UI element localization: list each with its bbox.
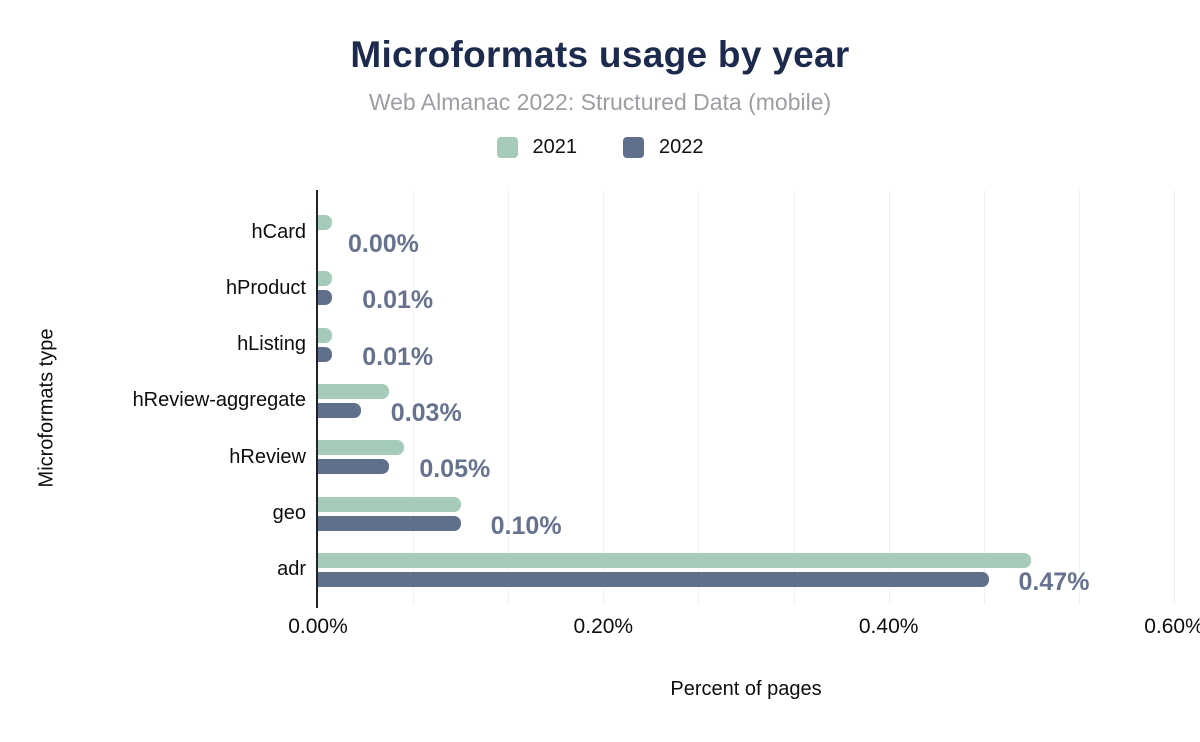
bar-2021 bbox=[318, 496, 461, 512]
bar-2022 bbox=[318, 515, 461, 531]
category-label: hReview bbox=[229, 445, 306, 468]
chart-row-hProduct: 0.01% bbox=[318, 260, 1174, 316]
bar-group bbox=[318, 496, 1174, 531]
gridline bbox=[983, 190, 985, 604]
bar-2022 bbox=[318, 346, 333, 362]
bar-2021 bbox=[318, 440, 404, 456]
legend-item-2022: 2022 bbox=[623, 136, 704, 159]
chart-row-hReview: 0.05% bbox=[318, 429, 1174, 485]
data-label: 0.01% bbox=[362, 286, 434, 315]
bar-group bbox=[318, 271, 1174, 306]
bar-group bbox=[318, 215, 1174, 249]
chart-row-geo: 0.10% bbox=[318, 485, 1174, 541]
data-label: 0.00% bbox=[348, 229, 419, 258]
gridline bbox=[888, 190, 890, 604]
bar-group bbox=[318, 552, 1174, 587]
data-label: 0.03% bbox=[390, 398, 462, 427]
bar-rows: 0.00% 0.01% 0.01% 0.03% 0.05% 0.10% 0.47% bbox=[318, 204, 1174, 598]
category-label: hListing bbox=[237, 333, 306, 356]
x-tick-label: 0.20% bbox=[573, 615, 634, 638]
bar-2021 bbox=[318, 327, 333, 343]
chart-title: Microformats usage by year bbox=[350, 34, 850, 75]
gridline bbox=[698, 190, 700, 604]
gridline bbox=[508, 190, 510, 604]
bar-2021 bbox=[318, 383, 390, 399]
bar-2021 bbox=[318, 552, 1032, 568]
x-tick-label: 0.60% bbox=[1144, 615, 1200, 638]
chart-row-hCard: 0.00% bbox=[318, 204, 1174, 260]
data-label: 0.05% bbox=[419, 455, 491, 484]
chart-row-adr: 0.47% bbox=[318, 542, 1174, 598]
data-label: 0.10% bbox=[490, 511, 562, 540]
chart-subtitle: Web Almanac 2022: Structured Data (mobil… bbox=[368, 89, 832, 115]
gridline bbox=[413, 190, 415, 604]
bar-group bbox=[318, 327, 1174, 362]
x-axis-title: Percent of pages bbox=[670, 678, 822, 700]
legend-item-2021: 2021 bbox=[496, 136, 578, 159]
bar-2022 bbox=[318, 402, 361, 418]
y-axis-category-labels: hCard hProduct hListing hReview-aggregate hR… bbox=[60, 204, 306, 598]
bar-2022 bbox=[318, 290, 333, 306]
y-axis-line bbox=[316, 190, 318, 608]
x-axis-tick-labels: 0.00% 0.20% 0.40% 0.60% bbox=[288, 615, 1200, 641]
bar-group bbox=[318, 440, 1174, 475]
legend: 2021 2022 bbox=[0, 136, 1200, 159]
legend-label: 2021 bbox=[532, 136, 578, 158]
bar-group bbox=[318, 383, 1174, 418]
bar-2021 bbox=[318, 271, 333, 287]
gridline bbox=[1174, 190, 1175, 604]
chart-row-hListing: 0.01% bbox=[318, 317, 1174, 373]
gridline bbox=[1078, 190, 1080, 604]
chart-row-hReview-aggregate: 0.03% bbox=[318, 373, 1174, 429]
legend-label: 2022 bbox=[659, 136, 704, 158]
bar-2022 bbox=[318, 571, 989, 587]
gridline bbox=[603, 190, 605, 604]
x-tick-label: 0.40% bbox=[858, 615, 919, 638]
bar-2022 bbox=[318, 459, 390, 475]
data-label: 0.47% bbox=[1018, 567, 1090, 596]
gridline bbox=[793, 190, 795, 604]
category-label: hReview-aggregate bbox=[132, 389, 306, 412]
legend-swatch-2021 bbox=[496, 137, 518, 158]
x-tick-label: 0.00% bbox=[288, 615, 348, 638]
legend-swatch-2022 bbox=[623, 137, 644, 158]
plot-area: 0.00% 0.01% 0.01% 0.03% 0.05% 0.10% 0.47% bbox=[318, 190, 1175, 606]
category-label: adr bbox=[277, 558, 306, 581]
gridlines bbox=[318, 190, 1175, 604]
category-label: hCard bbox=[251, 220, 306, 243]
category-label: hProduct bbox=[225, 276, 306, 299]
category-label: geo bbox=[272, 502, 306, 525]
data-label: 0.01% bbox=[362, 342, 434, 371]
bar-2021 bbox=[318, 215, 333, 231]
y-axis-title: Microformats type bbox=[35, 328, 58, 488]
